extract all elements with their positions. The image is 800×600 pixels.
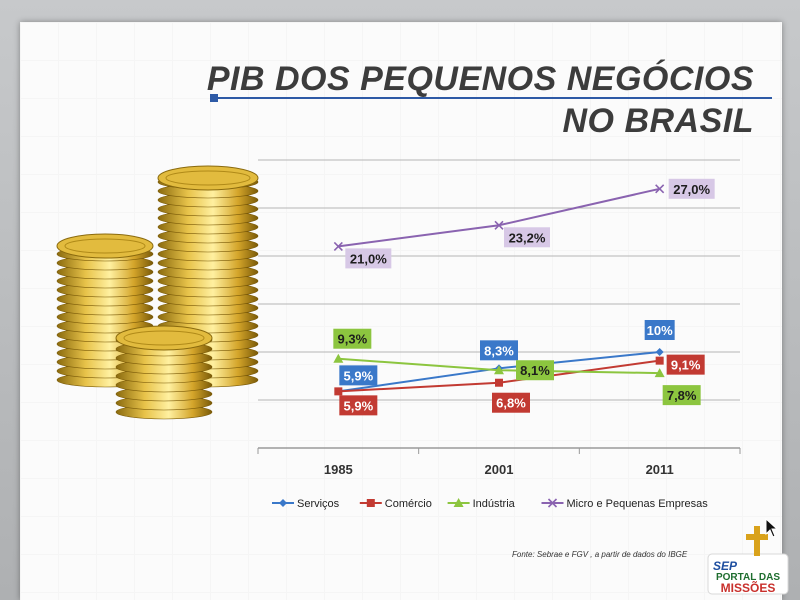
- data-label-box: [516, 360, 554, 381]
- series-micro-e-pequenas-empresas: 21,0% 23,2% 27,0%: [333, 178, 715, 269]
- chart-source-note: Fonte: Sebrae e FGV , a partir de dados …: [512, 550, 688, 559]
- data-label-box: [492, 392, 530, 413]
- data-point: [279, 499, 287, 507]
- coin-stack-tall: [157, 165, 259, 388]
- data-point: [495, 378, 503, 387]
- chart-legend: Serviços Comércio Indústria Micro e Pequena…: [272, 498, 708, 510]
- data-label: 9,1%: [671, 358, 701, 373]
- data-label-box: [666, 354, 705, 375]
- data-point: [494, 220, 504, 230]
- data-point: [334, 387, 343, 396]
- data-label-box: [662, 385, 701, 406]
- data-label: 9,3%: [338, 332, 368, 347]
- data-label: 6,8%: [496, 396, 526, 411]
- data-label: 5,9%: [344, 398, 374, 413]
- presentation-slide: PIB DOS PEQUENOS NEGÓCIOS NO BRASIL Font…: [20, 22, 782, 600]
- legend-label: Comércio: [385, 498, 432, 510]
- series-com-rcio: 5,9% 6,8% 9,1%: [334, 354, 705, 416]
- legend-item: Indústria: [447, 498, 516, 510]
- legend-item: Micro e Pequenas Empresas: [541, 498, 709, 510]
- data-label: 10%: [647, 323, 673, 338]
- data-point: [654, 368, 665, 378]
- slide-title-line2: NO BRASIL: [562, 102, 754, 140]
- data-label-box: [668, 178, 715, 199]
- data-point: [655, 356, 664, 365]
- data-point: [366, 499, 375, 507]
- data-point: [547, 498, 558, 508]
- series-servi-os: 5,9% 8,3% 10%: [334, 320, 675, 396]
- data-label: 27,0%: [673, 182, 710, 197]
- data-label: 23,2%: [509, 230, 546, 245]
- title-rule: [217, 97, 772, 99]
- logo-badge-text: SEP: [713, 559, 738, 573]
- logo-text-top: PORTAL DAS: [716, 572, 780, 583]
- portal-das-missoes-logo: SEP PORTAL DAS MISSÕES: [707, 526, 789, 595]
- data-label-box: [504, 227, 550, 248]
- data-label-box: [333, 328, 372, 349]
- x-tick-label: 2001: [485, 462, 514, 477]
- data-point: [333, 241, 343, 251]
- data-point: [655, 184, 665, 194]
- data-point: [494, 365, 504, 375]
- x-tick-label: 2011: [646, 462, 674, 477]
- legend-item: Comércio: [359, 498, 432, 510]
- coin-stack-front: [115, 325, 213, 420]
- logo-text-bottom: MISSÕES: [721, 580, 776, 595]
- x-tick-label: 1985: [324, 462, 353, 477]
- legend-label: Serviços: [297, 498, 340, 510]
- mouse-cursor-icon: [765, 518, 779, 538]
- data-label: 21,0%: [350, 251, 387, 266]
- data-label: 7,8%: [667, 388, 697, 403]
- title-rule-dot: [210, 94, 218, 102]
- legend-item: Serviços: [272, 498, 340, 510]
- data-point: [655, 348, 664, 356]
- slide-title-line1: PIB DOS PEQUENOS NEGÓCIOS: [206, 60, 754, 98]
- data-label-box: [480, 340, 518, 361]
- data-label-box: [339, 395, 378, 416]
- series-line: [338, 187, 660, 248]
- data-label: 8,3%: [484, 343, 514, 358]
- data-point: [333, 353, 344, 363]
- data-label-box: [644, 320, 675, 340]
- data-label: 5,9%: [344, 368, 374, 383]
- data-point: [453, 498, 464, 507]
- legend-label: Indústria: [473, 498, 516, 510]
- series-ind-stria: 9,3% 8,1% 7,8%: [333, 328, 701, 406]
- data-label: 8,1%: [520, 363, 550, 378]
- legend-label: Micro e Pequenas Empresas: [567, 498, 709, 510]
- data-label-box: [345, 248, 392, 269]
- data-label-box: [339, 365, 378, 386]
